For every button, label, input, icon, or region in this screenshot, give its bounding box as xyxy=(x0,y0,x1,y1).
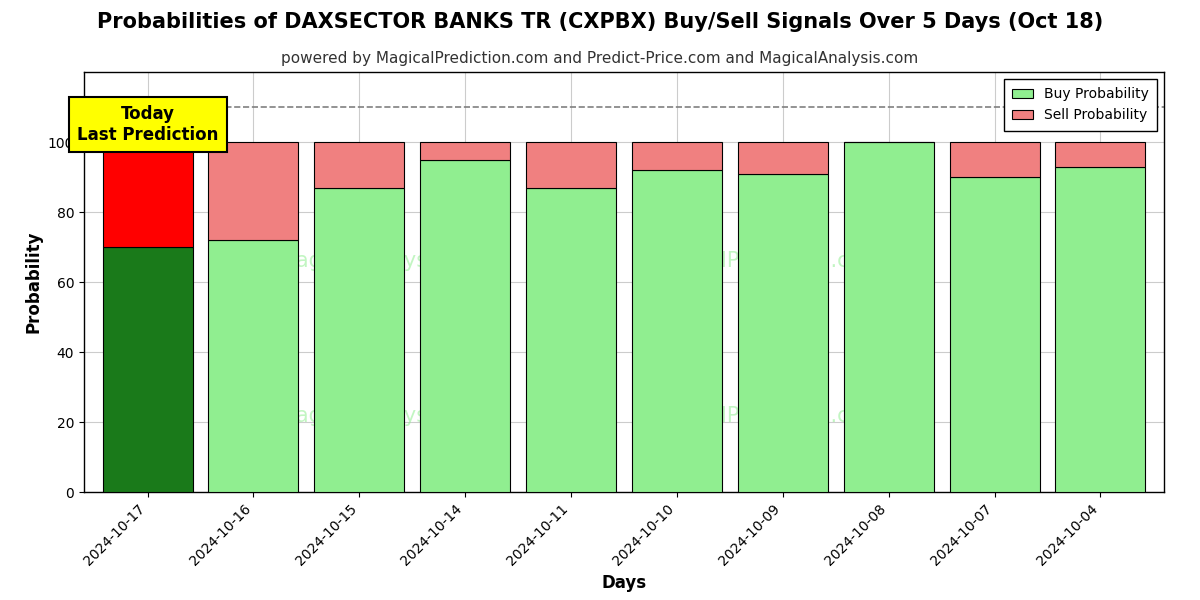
Text: powered by MagicalPrediction.com and Predict-Price.com and MagicalAnalysis.com: powered by MagicalPrediction.com and Pre… xyxy=(281,51,919,66)
Bar xyxy=(209,240,299,492)
Bar xyxy=(1056,166,1146,492)
Text: MagicalPrediction.com: MagicalPrediction.com xyxy=(647,251,882,271)
Bar xyxy=(632,142,722,170)
Bar xyxy=(314,187,404,492)
Bar xyxy=(209,142,299,240)
X-axis label: Days: Days xyxy=(601,574,647,592)
Text: MagicalAnalysis.com: MagicalAnalysis.com xyxy=(278,406,494,427)
Bar xyxy=(102,142,192,247)
Y-axis label: Probability: Probability xyxy=(24,231,42,333)
Bar xyxy=(1056,142,1146,166)
Bar xyxy=(949,142,1039,177)
Bar xyxy=(738,173,828,492)
Text: MagicalPrediction.com: MagicalPrediction.com xyxy=(647,406,882,427)
Text: Today
Last Prediction: Today Last Prediction xyxy=(77,105,218,144)
Legend: Buy Probability, Sell Probability: Buy Probability, Sell Probability xyxy=(1003,79,1157,131)
Bar xyxy=(526,187,616,492)
Bar xyxy=(844,142,934,492)
Bar xyxy=(632,170,722,492)
Bar xyxy=(314,142,404,187)
Bar xyxy=(526,142,616,187)
Bar xyxy=(420,142,510,160)
Bar xyxy=(102,247,192,492)
Bar xyxy=(949,177,1039,492)
Bar xyxy=(738,142,828,173)
Bar xyxy=(420,160,510,492)
Text: Probabilities of DAXSECTOR BANKS TR (CXPBX) Buy/Sell Signals Over 5 Days (Oct 18: Probabilities of DAXSECTOR BANKS TR (CXP… xyxy=(97,12,1103,32)
Text: MagicalAnalysis.com: MagicalAnalysis.com xyxy=(278,251,494,271)
